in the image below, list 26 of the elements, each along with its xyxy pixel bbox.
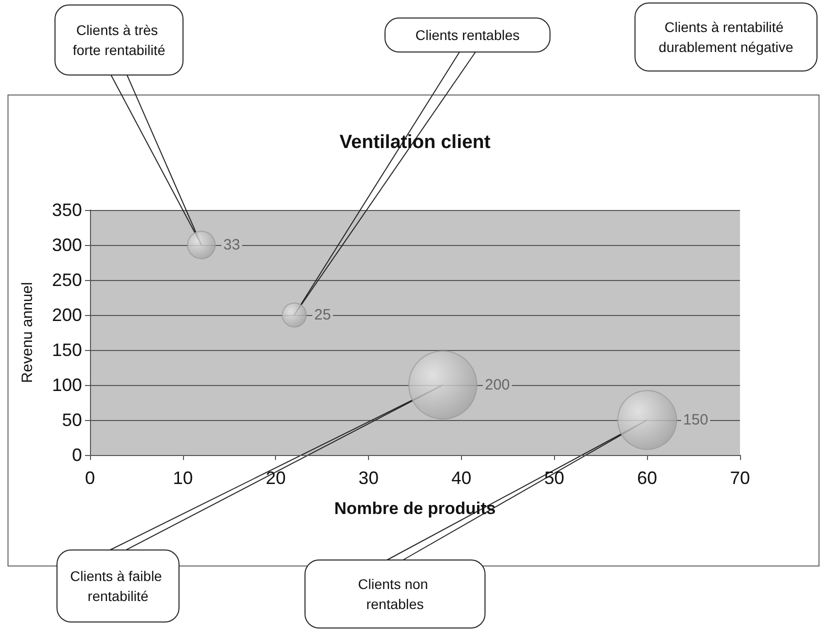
annotation: Clients non rentables [358,576,432,612]
y-tick-label: 200 [52,305,82,325]
annotation: Clients rentables [415,27,520,43]
y-tick-label: 300 [52,235,82,255]
annotation: Clients à très forte rentabilité [72,22,166,58]
annotation: 25 [314,306,331,324]
x-tick-label: 20 [266,468,286,488]
y-tick-label: 350 [52,200,82,220]
x-tick-label: 60 [637,468,658,488]
x-tick-label: 10 [172,468,193,488]
x-tick-label: 40 [451,468,472,488]
x-tick-label: 70 [730,468,750,488]
y-tick-label: 0 [72,445,82,465]
y-axis-title: Revenu annuel [19,282,36,383]
x-tick-label: 0 [84,468,96,488]
y-tick-label: 50 [62,410,82,430]
annotation: Clients à faible rentabilité [70,568,166,604]
annotation: 200 [484,376,510,394]
x-tick-label: 50 [544,468,564,488]
y-tick-label: 150 [52,340,82,360]
annotation: 33 [223,236,240,254]
text: Clients à rentabilité durablement négative [658,19,794,55]
y-tick-label: 250 [52,270,82,290]
y-tick-label: 100 [52,375,82,395]
annotation: 150 [683,412,708,428]
x-tick-label: 30 [358,468,379,488]
